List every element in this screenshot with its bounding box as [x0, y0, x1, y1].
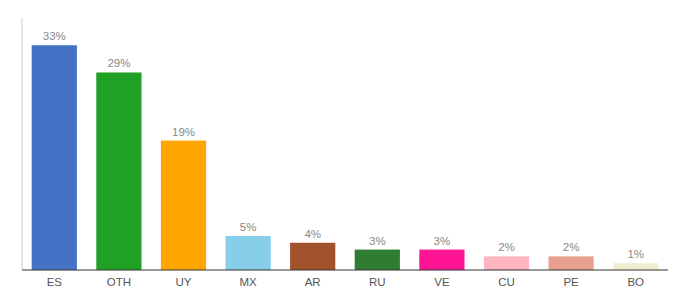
x-tick-label: OTH [107, 276, 131, 288]
bar [225, 236, 270, 270]
bar [96, 72, 141, 270]
chart-container: 33% 29% 19% 5% 4% 3% 3% 2% 2% 1% ES OTH UY MX AR RU VE CU… [0, 0, 680, 300]
x-tick-label: AR [305, 276, 321, 288]
x-tick-label: MX [239, 276, 257, 288]
data-label: 33% [43, 30, 66, 42]
data-label: 4% [304, 228, 321, 240]
bar [161, 141, 206, 270]
data-label: 3% [369, 235, 386, 247]
x-tick-label: CU [498, 276, 515, 288]
x-tick-label: ES [47, 276, 63, 288]
x-tick-label: RU [369, 276, 386, 288]
bar [548, 256, 593, 270]
bar [355, 250, 400, 270]
data-label: 1% [627, 248, 644, 260]
bar [613, 263, 658, 270]
x-tick-label: BO [627, 276, 644, 288]
bars [32, 45, 659, 270]
x-tick-label: UY [176, 276, 192, 288]
data-label: 2% [498, 241, 515, 253]
bar [419, 250, 464, 270]
data-label: 19% [172, 126, 195, 138]
y-axis-line [22, 18, 23, 270]
bar [484, 256, 529, 270]
bar [32, 45, 77, 270]
x-axis-line [22, 269, 668, 270]
data-label: 29% [107, 57, 130, 69]
x-tick-label: VE [434, 276, 450, 288]
data-label: 3% [434, 235, 451, 247]
bar [290, 243, 335, 270]
data-label: 5% [240, 221, 257, 233]
x-tick-label: PE [563, 276, 579, 288]
data-label: 2% [563, 241, 580, 253]
chart-svg: 33% 29% 19% 5% 4% 3% 3% 2% 2% 1% ES OTH UY MX AR RU VE CU… [0, 0, 680, 300]
